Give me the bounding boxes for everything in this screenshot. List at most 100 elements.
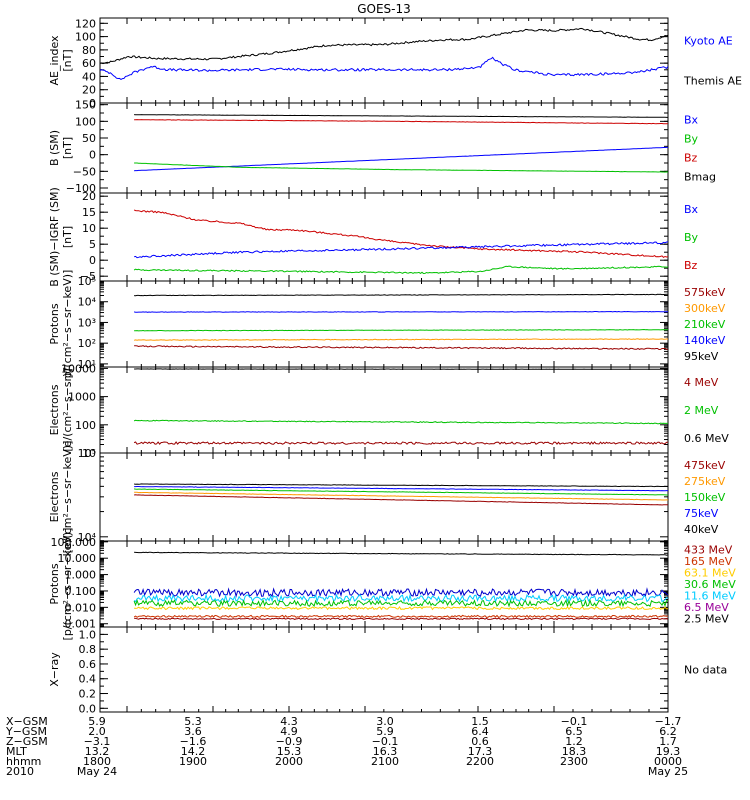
- series-line-165-mev: [133, 614, 668, 619]
- legend-item: Bmag: [684, 171, 716, 184]
- series-group: [133, 293, 668, 351]
- legend-item: 63.1 MeV: [684, 567, 736, 580]
- legend-item: By: [684, 231, 699, 244]
- y-axis-label-line1: AE_index: [48, 35, 61, 86]
- y-tick-label: 0.100: [65, 585, 97, 598]
- y-axis-label: Electrons [e/(cm²−s−sr−keV)]: [48, 441, 74, 554]
- series-line-bx: [133, 241, 668, 259]
- y-tick-label: 100: [75, 31, 96, 44]
- x-column-value: 6.5: [565, 725, 583, 738]
- y-tick-label: 1.000: [65, 569, 97, 582]
- y-tick-label: 50: [82, 132, 96, 145]
- legend-item: By: [684, 133, 699, 146]
- series-line-140kev: [134, 310, 668, 313]
- y-tick-label: 0.6: [79, 658, 97, 671]
- series-line-30-6-mev: [133, 598, 668, 608]
- y-tick-label: −50: [73, 165, 96, 178]
- legend-item: 275keV: [684, 475, 726, 488]
- series-line-433-mev: [134, 617, 668, 621]
- legend-item: 6.5 MeV: [684, 601, 729, 614]
- y-tick-label: 80: [82, 44, 96, 57]
- legend-item: 475keV: [684, 459, 726, 472]
- y-tick-label: 10: [82, 447, 96, 460]
- y-tick-label: 10³: [78, 316, 96, 329]
- x-row-label: 2010: [6, 765, 34, 778]
- x-column-value: −1.6: [180, 735, 207, 748]
- x-row-label: Z−GSM: [6, 735, 48, 748]
- x-row-label: hhmm: [6, 755, 41, 768]
- y-axis-label: Protons p/(cm²−s−sr−keV)]: [48, 270, 74, 379]
- y-tick-label: 15: [82, 206, 96, 219]
- legend-item: 11.6 MeV: [684, 590, 736, 603]
- x-column-value: 2100: [371, 755, 399, 768]
- y-axis-label-line2: [e/(cm²−s−sr−keV)]: [61, 441, 74, 554]
- legend-item: 2 MeV: [684, 404, 719, 417]
- series-group: [133, 209, 668, 275]
- series-line-by: [133, 265, 668, 275]
- y-axis-label: Protons [p/(cm²−s−sr−keV)]: [48, 528, 74, 641]
- y-axis-label-line2: [e/(cm²−s−sr)]: [61, 368, 74, 451]
- x-column-value: 15.3: [277, 745, 302, 758]
- y-tick-label: 10.000: [58, 552, 97, 565]
- x-column-value: 1.2: [565, 735, 583, 748]
- x-column-value: 5.9: [376, 725, 394, 738]
- x-column-value: −1.7: [655, 715, 682, 728]
- y-axis-label-line1: B (SM)−IGRF (SM): [48, 187, 61, 287]
- y-tick-label: −5: [80, 270, 96, 283]
- legend-item: 300keV: [684, 302, 726, 315]
- y-tick-label: 5: [89, 238, 96, 251]
- x-row-label: Y−GSM: [5, 725, 47, 738]
- panel-protons1: 10¹ 10² 10³ 10⁴ 10⁵ Protons p/(cm²−s−sr−keV)] 5…: [48, 270, 726, 379]
- y-axis-label: B (SM)−IGRF (SM) [nT]: [48, 187, 74, 287]
- legend-item: 165 MeV: [684, 555, 733, 568]
- legend-item: 40keV: [684, 523, 719, 536]
- panel-protons2: 0.0010.0100.1001.00010.000100.000Protons…: [48, 528, 736, 641]
- y-axis-label-line2: [nT]: [61, 49, 74, 71]
- y-tick-label: 60: [82, 57, 96, 70]
- panel-frame: [99, 366, 669, 454]
- x-column-value: 16.3: [373, 745, 398, 758]
- series-line-6-5-mev: [133, 587, 668, 598]
- legend-item: Bz: [684, 259, 698, 272]
- y-axis-label: AE_index [nT]: [48, 35, 74, 86]
- panel-electrons2: 10⁴ 10⁵ Electrons [e/(cm²−s−sr−keV)] 475keV 2…: [48, 441, 726, 554]
- series-line-150kev: [134, 488, 668, 496]
- y-tick-label: 0.001: [65, 618, 97, 631]
- legend-item: 95keV: [684, 350, 719, 363]
- x-column-value: 5.9: [88, 715, 106, 728]
- y-axis-label-line2: [nT]: [61, 226, 74, 248]
- y-tick-label: 0: [89, 254, 96, 267]
- series-line-by: [134, 162, 668, 173]
- x-column-value: 4.3: [280, 715, 298, 728]
- x-column-value: 0000: [654, 755, 682, 768]
- y-tick-label: 0.2: [79, 688, 97, 701]
- y-axis-label-line2: [nT]: [61, 137, 74, 159]
- y-axis-label-line2: p/(cm²−s−sr−keV)]: [61, 270, 74, 379]
- x-row-label: MLT: [6, 745, 27, 758]
- legend: 4 MeV 2 MeV 0.6 MeV: [684, 376, 729, 445]
- series-group: [134, 114, 668, 173]
- y-tick-label: 120: [75, 17, 96, 30]
- series-line-4-mev: [133, 441, 668, 446]
- x-column-value: 5.3: [184, 715, 202, 728]
- legend-item: 2.5 MeV: [684, 613, 729, 626]
- series-line-bx: [134, 146, 668, 172]
- series-line-575kev: [134, 345, 668, 351]
- series-line-bz: [134, 119, 668, 125]
- panel-b: −100 −50 0 50 100 150 B (SM) [nT] Bx By Bz Bmag: [48, 99, 716, 195]
- legend-item: Bx: [684, 114, 699, 127]
- x-row-label: X−GSM: [6, 715, 48, 728]
- y-tick-label: 10²: [78, 337, 96, 350]
- x-column-value: 2200: [466, 755, 494, 768]
- series-line-210kev: [134, 328, 668, 332]
- series-group: [133, 368, 668, 446]
- x-column-value: 17.3: [468, 745, 493, 758]
- legend-item: 0.6 MeV: [684, 432, 729, 445]
- legend-item: 210keV: [684, 318, 726, 331]
- y-axis-label-line1: Electrons: [48, 471, 61, 522]
- x-column-value: May 24: [77, 765, 117, 778]
- x-column-value: 4.9: [280, 725, 298, 738]
